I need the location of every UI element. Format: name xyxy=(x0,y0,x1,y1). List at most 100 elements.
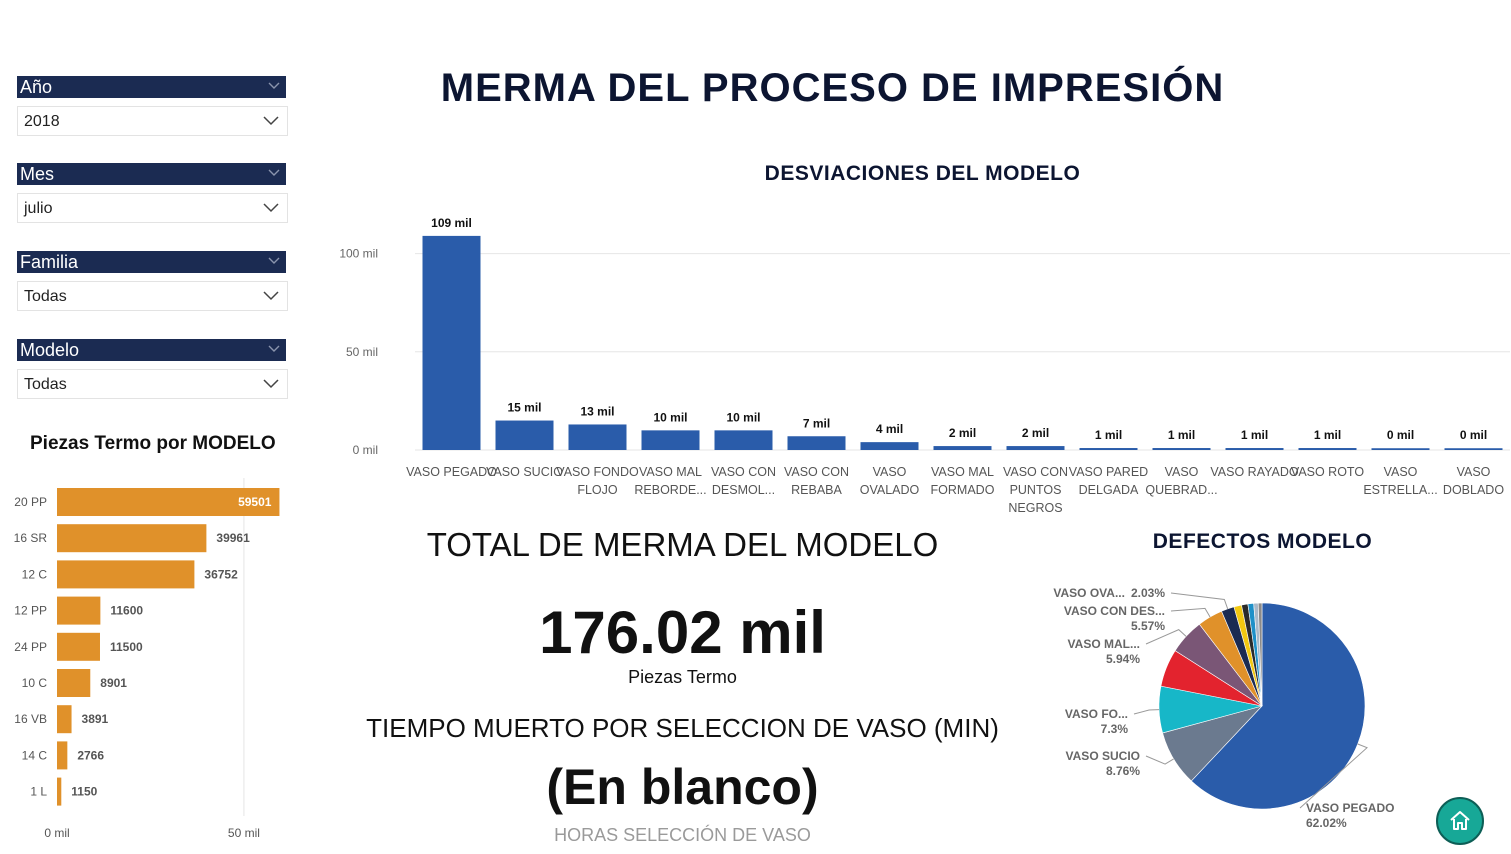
pie-slice[interactable] xyxy=(1257,602,1263,707)
piezas-termo-bar-chart: 0 mil 50 mil 20 PP 59501 16 SR 39961 12 C 36752… xyxy=(14,478,280,840)
x-tick-label: VASO PEGADO xyxy=(406,465,497,479)
slicer-header-2[interactable]: Familia xyxy=(17,251,286,273)
chevron-down-icon[interactable] xyxy=(263,116,279,126)
bar[interactable] xyxy=(1371,448,1430,450)
bar[interactable] xyxy=(57,669,91,697)
y-tick-label: 12 C xyxy=(22,567,48,581)
slicer-dropdown-3[interactable]: Todas xyxy=(17,369,288,399)
horas-seleccion-label: HORAS SELECCIÓN DE VASO xyxy=(554,825,811,845)
x-tick-label: VASO CON DESMOL... xyxy=(711,465,776,497)
data-label: 7 mil xyxy=(803,416,830,430)
data-label: 109 mil xyxy=(431,216,472,230)
y-tick-label: 50 mil xyxy=(346,345,378,359)
bar[interactable] xyxy=(57,632,100,661)
bar[interactable] xyxy=(1079,448,1138,450)
data-label: 10 mil xyxy=(653,410,687,424)
data-label: 11500 xyxy=(110,640,143,654)
slicer-value: Todas xyxy=(24,376,67,393)
y-tick-label: 16 SR xyxy=(14,531,48,545)
bar[interactable] xyxy=(1152,448,1211,450)
slicer-label: Familia xyxy=(20,252,79,272)
leader-line xyxy=(1170,592,1229,610)
data-label: 11600 xyxy=(110,604,143,618)
tiempo-muerto-label: TIEMPO MUERTO POR SELECCION DE VASO (MIN… xyxy=(366,713,999,743)
x-tick-label: VASO PARED DELGADA xyxy=(1069,465,1148,497)
data-label: 1 mil xyxy=(1168,428,1195,442)
x-tick-label: VASO MAL FORMADO xyxy=(931,465,995,497)
bar[interactable] xyxy=(57,488,280,516)
data-label: 1150 xyxy=(71,785,97,799)
data-label: 4 mil xyxy=(876,422,903,436)
x-tick-label: VASO CON REBABA xyxy=(784,465,849,497)
slice-label: VASO SUCIO 8.76% xyxy=(1066,749,1141,778)
x-tick-label: 50 mil xyxy=(228,826,260,840)
piezas-termo-title: Piezas Termo por MODELO xyxy=(30,433,276,454)
slicer-dropdown-2[interactable]: Todas xyxy=(17,281,288,311)
bar[interactable] xyxy=(860,442,919,450)
data-label: 36752 xyxy=(204,567,238,581)
x-tick-label: VASO ESTRELLA... xyxy=(1363,465,1437,497)
slicer-header-3[interactable]: Modelo xyxy=(17,339,286,361)
bar[interactable] xyxy=(57,777,62,806)
leader-line xyxy=(1133,709,1160,715)
data-label: 39961 xyxy=(216,531,250,545)
slicer-label: Modelo xyxy=(20,340,80,360)
tiempo-muerto-value: (En blanco) xyxy=(546,759,819,815)
home-button[interactable] xyxy=(1436,797,1484,845)
chevron-down-icon[interactable] xyxy=(263,379,279,389)
bar[interactable] xyxy=(1225,448,1284,450)
x-tick-label: 0 mil xyxy=(44,826,69,840)
bar[interactable] xyxy=(57,560,195,589)
bar[interactable] xyxy=(422,235,481,450)
slice-label: VASO FO... 7.3% xyxy=(1065,707,1128,736)
bar[interactable] xyxy=(568,424,627,450)
data-label: 2 mil xyxy=(1022,426,1049,440)
bar[interactable] xyxy=(714,430,773,450)
chevron-down-icon[interactable] xyxy=(268,79,280,91)
y-tick-label: 16 VB xyxy=(14,712,47,726)
bar[interactable] xyxy=(933,446,992,450)
chevron-down-icon[interactable] xyxy=(268,342,280,354)
x-tick-label: VASO FONDO FLOJO xyxy=(556,465,639,497)
data-label: 59501 xyxy=(238,495,272,509)
bar[interactable] xyxy=(1444,448,1503,450)
bar[interactable] xyxy=(787,436,846,450)
x-tick-label: VASO RAYADO xyxy=(1210,465,1298,479)
chevron-down-icon[interactable] xyxy=(263,203,279,213)
total-merma-value: 176.02 mil xyxy=(539,599,826,666)
slicer-label: Mes xyxy=(20,164,55,184)
bar[interactable] xyxy=(1298,448,1357,450)
home-icon xyxy=(1450,811,1470,830)
slicer-dropdown-1[interactable]: julio xyxy=(17,193,288,223)
data-label: 0 mil xyxy=(1460,428,1487,442)
slicer-header-1[interactable]: Mes xyxy=(17,163,286,185)
slice-label: VASO PEGADO 62.02% xyxy=(1306,801,1394,830)
bar[interactable] xyxy=(57,596,101,625)
data-label: 15 mil xyxy=(507,401,541,415)
x-tick-label: VASO DOBLADO xyxy=(1443,465,1504,497)
bar[interactable] xyxy=(495,420,554,450)
bar[interactable] xyxy=(57,524,207,553)
chevron-down-icon[interactable] xyxy=(268,254,280,266)
data-label: 8901 xyxy=(100,676,127,690)
data-label: 1 mil xyxy=(1241,428,1268,442)
y-tick-label: 20 PP xyxy=(14,495,47,509)
slice-label: VASO CON DES... 5.57% xyxy=(1064,604,1165,633)
slicer-dropdown-0[interactable]: 2018 xyxy=(17,106,288,136)
pie-slice[interactable] xyxy=(1190,602,1366,810)
y-tick-label: 14 C xyxy=(22,748,48,762)
bar[interactable] xyxy=(57,741,68,770)
page-title: MERMA DEL PROCESO DE IMPRESIÓN xyxy=(440,66,1225,110)
total-merma-label: TOTAL DE MERMA DEL MODELO xyxy=(426,526,939,563)
slicer-header-0[interactable]: Año xyxy=(17,76,286,98)
bar[interactable] xyxy=(1006,446,1065,450)
desviaciones-bar-chart: 0 mil 50 mil 100 mil 109 mil VASO PEGADO 15 m… xyxy=(339,216,1510,515)
slicer-value: julio xyxy=(24,200,53,217)
total-merma-unit: Piezas Termo xyxy=(628,667,737,687)
desviaciones-title: DESVIACIONES DEL MODELO xyxy=(764,162,1081,185)
y-tick-label: 10 C xyxy=(22,676,48,690)
chevron-down-icon[interactable] xyxy=(263,291,279,301)
chevron-down-icon[interactable] xyxy=(268,166,280,178)
bar[interactable] xyxy=(641,430,700,450)
bar[interactable] xyxy=(57,705,72,734)
